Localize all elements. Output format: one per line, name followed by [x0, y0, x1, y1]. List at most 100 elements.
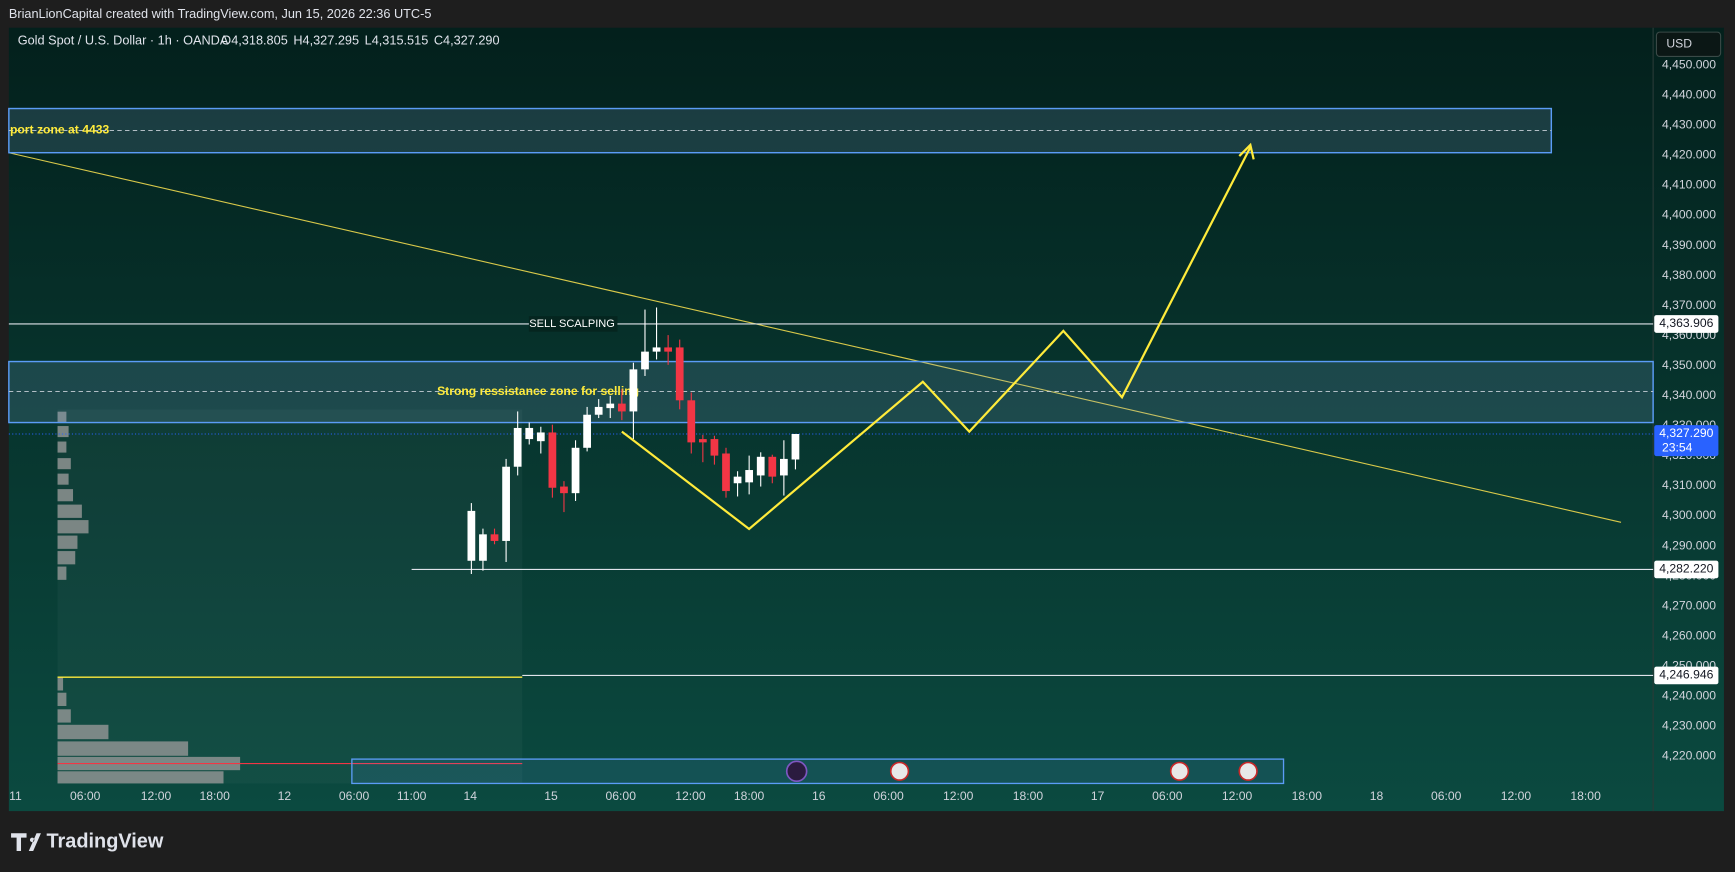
- last-price-box: [1654, 425, 1719, 457]
- x-tick-label: 12:00: [1222, 789, 1253, 803]
- plot: Strong ressistance zone for selling port …: [8, 107, 1654, 676]
- profile-range: [58, 409, 523, 783]
- x-tick-label: 06:00: [1152, 789, 1183, 803]
- x-tick-label: 18:00: [734, 789, 765, 803]
- x-tick-label: 16: [812, 789, 826, 803]
- x-tick-label: 12:00: [1501, 789, 1532, 803]
- events: [351, 758, 1285, 785]
- candle-body: [698, 439, 707, 443]
- y-tick-label: 4,220.000: [1662, 749, 1716, 763]
- y-tick-label: 4,350.000: [1662, 358, 1716, 372]
- y-tick-label: 4,290.000: [1662, 538, 1716, 552]
- level-text: SELL SCALPING: [529, 318, 615, 330]
- x-tick-label: 06:00: [606, 789, 637, 803]
- candle-body: [583, 414, 591, 448]
- candle-body: [779, 458, 788, 476]
- x-tick-label: 11: [9, 789, 22, 803]
- candle-body: [536, 432, 545, 442]
- symbol-title: Gold Spot / U.S. Dollar · 1h · OANDA: [18, 32, 229, 47]
- countdown-label: 23:54: [1662, 441, 1693, 455]
- price-box-label: 4,282.220: [1659, 562, 1713, 576]
- x-tick-label: 11:00: [397, 789, 427, 803]
- x-tick-label: 12:00: [141, 789, 172, 803]
- candle-body: [664, 347, 673, 352]
- price-box-label: 4,246.946: [1659, 668, 1713, 682]
- candle-body: [571, 447, 580, 494]
- candle-body: [594, 406, 603, 415]
- x-tick-label: 18:00: [1013, 789, 1044, 803]
- price-box: [1654, 666, 1719, 685]
- y-tick-label: 4,420.000: [1662, 148, 1716, 162]
- candle-body: [745, 470, 754, 483]
- currency-label: USD: [1666, 37, 1692, 51]
- y-tick-label: 4,340.000: [1662, 388, 1716, 402]
- y-tick-label: 4,260.000: [1662, 628, 1716, 642]
- price-box: [1654, 315, 1719, 333]
- watermark: BrianLionCapital created with TradingVie…: [9, 6, 432, 21]
- y-tick-label: 4,310.000: [1662, 478, 1716, 492]
- y-tick-label: 4,390.000: [1662, 238, 1716, 252]
- y-tick-label: 4,240.000: [1662, 689, 1716, 703]
- y-tick-label: 4,410.000: [1662, 178, 1716, 192]
- price-box-label: 4,363.906: [1659, 316, 1713, 330]
- projection-path: [621, 146, 1252, 531]
- candle-body: [756, 456, 765, 476]
- y-tick-label: 4,300.000: [1662, 508, 1716, 522]
- candle-body: [791, 433, 800, 460]
- candle-body: [560, 486, 568, 494]
- last-price-label: 4,327.290: [1659, 426, 1713, 440]
- x-tick-label: 12: [278, 789, 292, 803]
- y-tick-label: 4,370.000: [1662, 298, 1716, 312]
- x-tick-label: 12:00: [943, 789, 974, 803]
- candle-body: [675, 347, 684, 401]
- x-tick-label: 06:00: [339, 789, 370, 803]
- ohlc-value: H4,327.295: [293, 32, 359, 47]
- candle-body: [525, 427, 534, 440]
- x-tick-label: 15: [544, 789, 558, 803]
- candle-body: [629, 369, 638, 412]
- candle-body: [548, 432, 557, 488]
- y-tick-label: 4,430.000: [1662, 118, 1716, 132]
- ohlc-value: C4,327.290: [434, 32, 500, 47]
- price-box: [1654, 560, 1719, 579]
- candle-body: [733, 476, 742, 484]
- x-tick-label: 18:00: [1570, 789, 1601, 803]
- candle-body: [710, 439, 719, 456]
- brand-name: TradingView: [46, 830, 163, 852]
- x-tick-label: 06:00: [1431, 789, 1462, 803]
- level-text-bg: [528, 316, 618, 332]
- candle-body: [479, 534, 487, 561]
- brand: TradingView: [11, 830, 164, 852]
- candle-body: [502, 466, 510, 541]
- x-tick-label: 17: [1091, 789, 1105, 803]
- x-tick-label: 06:00: [70, 789, 101, 803]
- x-tick-label: 06:00: [873, 789, 904, 803]
- chart-background: [8, 27, 1724, 812]
- zone-text: port zone at 4433: [10, 123, 110, 137]
- candle-body: [687, 400, 696, 443]
- zone-text: Strong ressistance zone for selling: [437, 384, 639, 398]
- candle-body: [652, 347, 661, 352]
- candle-body: [513, 427, 522, 467]
- x-tick-label: 18:00: [1292, 789, 1323, 803]
- candle-body: [467, 510, 476, 561]
- zone: [8, 360, 1654, 424]
- trend-line: [8, 152, 1622, 523]
- candle-body: [490, 534, 499, 541]
- x-tick-label: 18:00: [199, 789, 230, 803]
- y-tick-label: 4,440.000: [1662, 88, 1716, 102]
- x-tick-label: 14: [463, 789, 477, 803]
- y-tick-label: 4,230.000: [1662, 719, 1716, 733]
- currency-button[interactable]: [1655, 31, 1722, 58]
- axes: 4,220.0004,230.0004,240.0004,250.0004,26…: [9, 57, 1719, 803]
- x-tick-label: 12:00: [675, 789, 706, 803]
- y-tick-label: 4,400.000: [1662, 208, 1716, 222]
- ohlc-value: O4,318.805: [221, 32, 287, 47]
- y-tick-label: 4,450.000: [1662, 57, 1716, 71]
- candle-body: [722, 453, 730, 492]
- candle-body: [606, 403, 615, 409]
- y-tick-label: 4,270.000: [1662, 598, 1716, 612]
- candle-body: [617, 403, 626, 412]
